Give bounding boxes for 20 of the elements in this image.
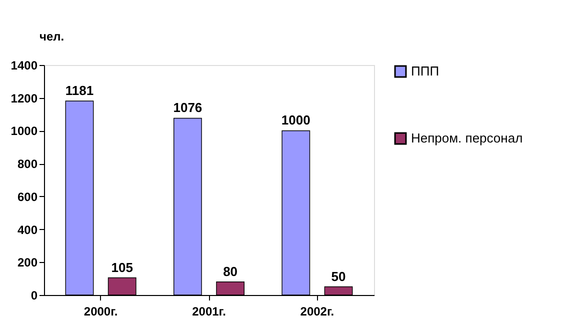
legend-label: ППП: [411, 64, 440, 78]
x-tick-label: 2000г.: [84, 304, 118, 318]
data-label: 80: [223, 264, 238, 279]
y-axis-title: чел.: [40, 30, 64, 44]
y-tick-label: 1000: [10, 124, 38, 138]
y-tick-label: 0: [30, 288, 38, 302]
y-tick-label: 400: [17, 222, 38, 237]
data-label: 50: [331, 268, 346, 284]
data-label: 1181: [65, 82, 94, 98]
y-tick-label: 600: [17, 190, 38, 204]
y-tick-label: 1400: [10, 58, 38, 72]
data-label: 1076: [173, 100, 202, 116]
y-tick-label: 1200: [10, 91, 38, 106]
x-tick-label: 2002г.: [300, 304, 334, 318]
y-tick-label: 200: [17, 256, 38, 270]
data-label: 1000: [281, 112, 310, 128]
y-tick-label: 800: [17, 157, 38, 172]
x-tick-label: 2001г.: [192, 304, 226, 318]
data-label: 105: [111, 260, 133, 275]
legend-label: Непром. персонал: [411, 130, 523, 146]
